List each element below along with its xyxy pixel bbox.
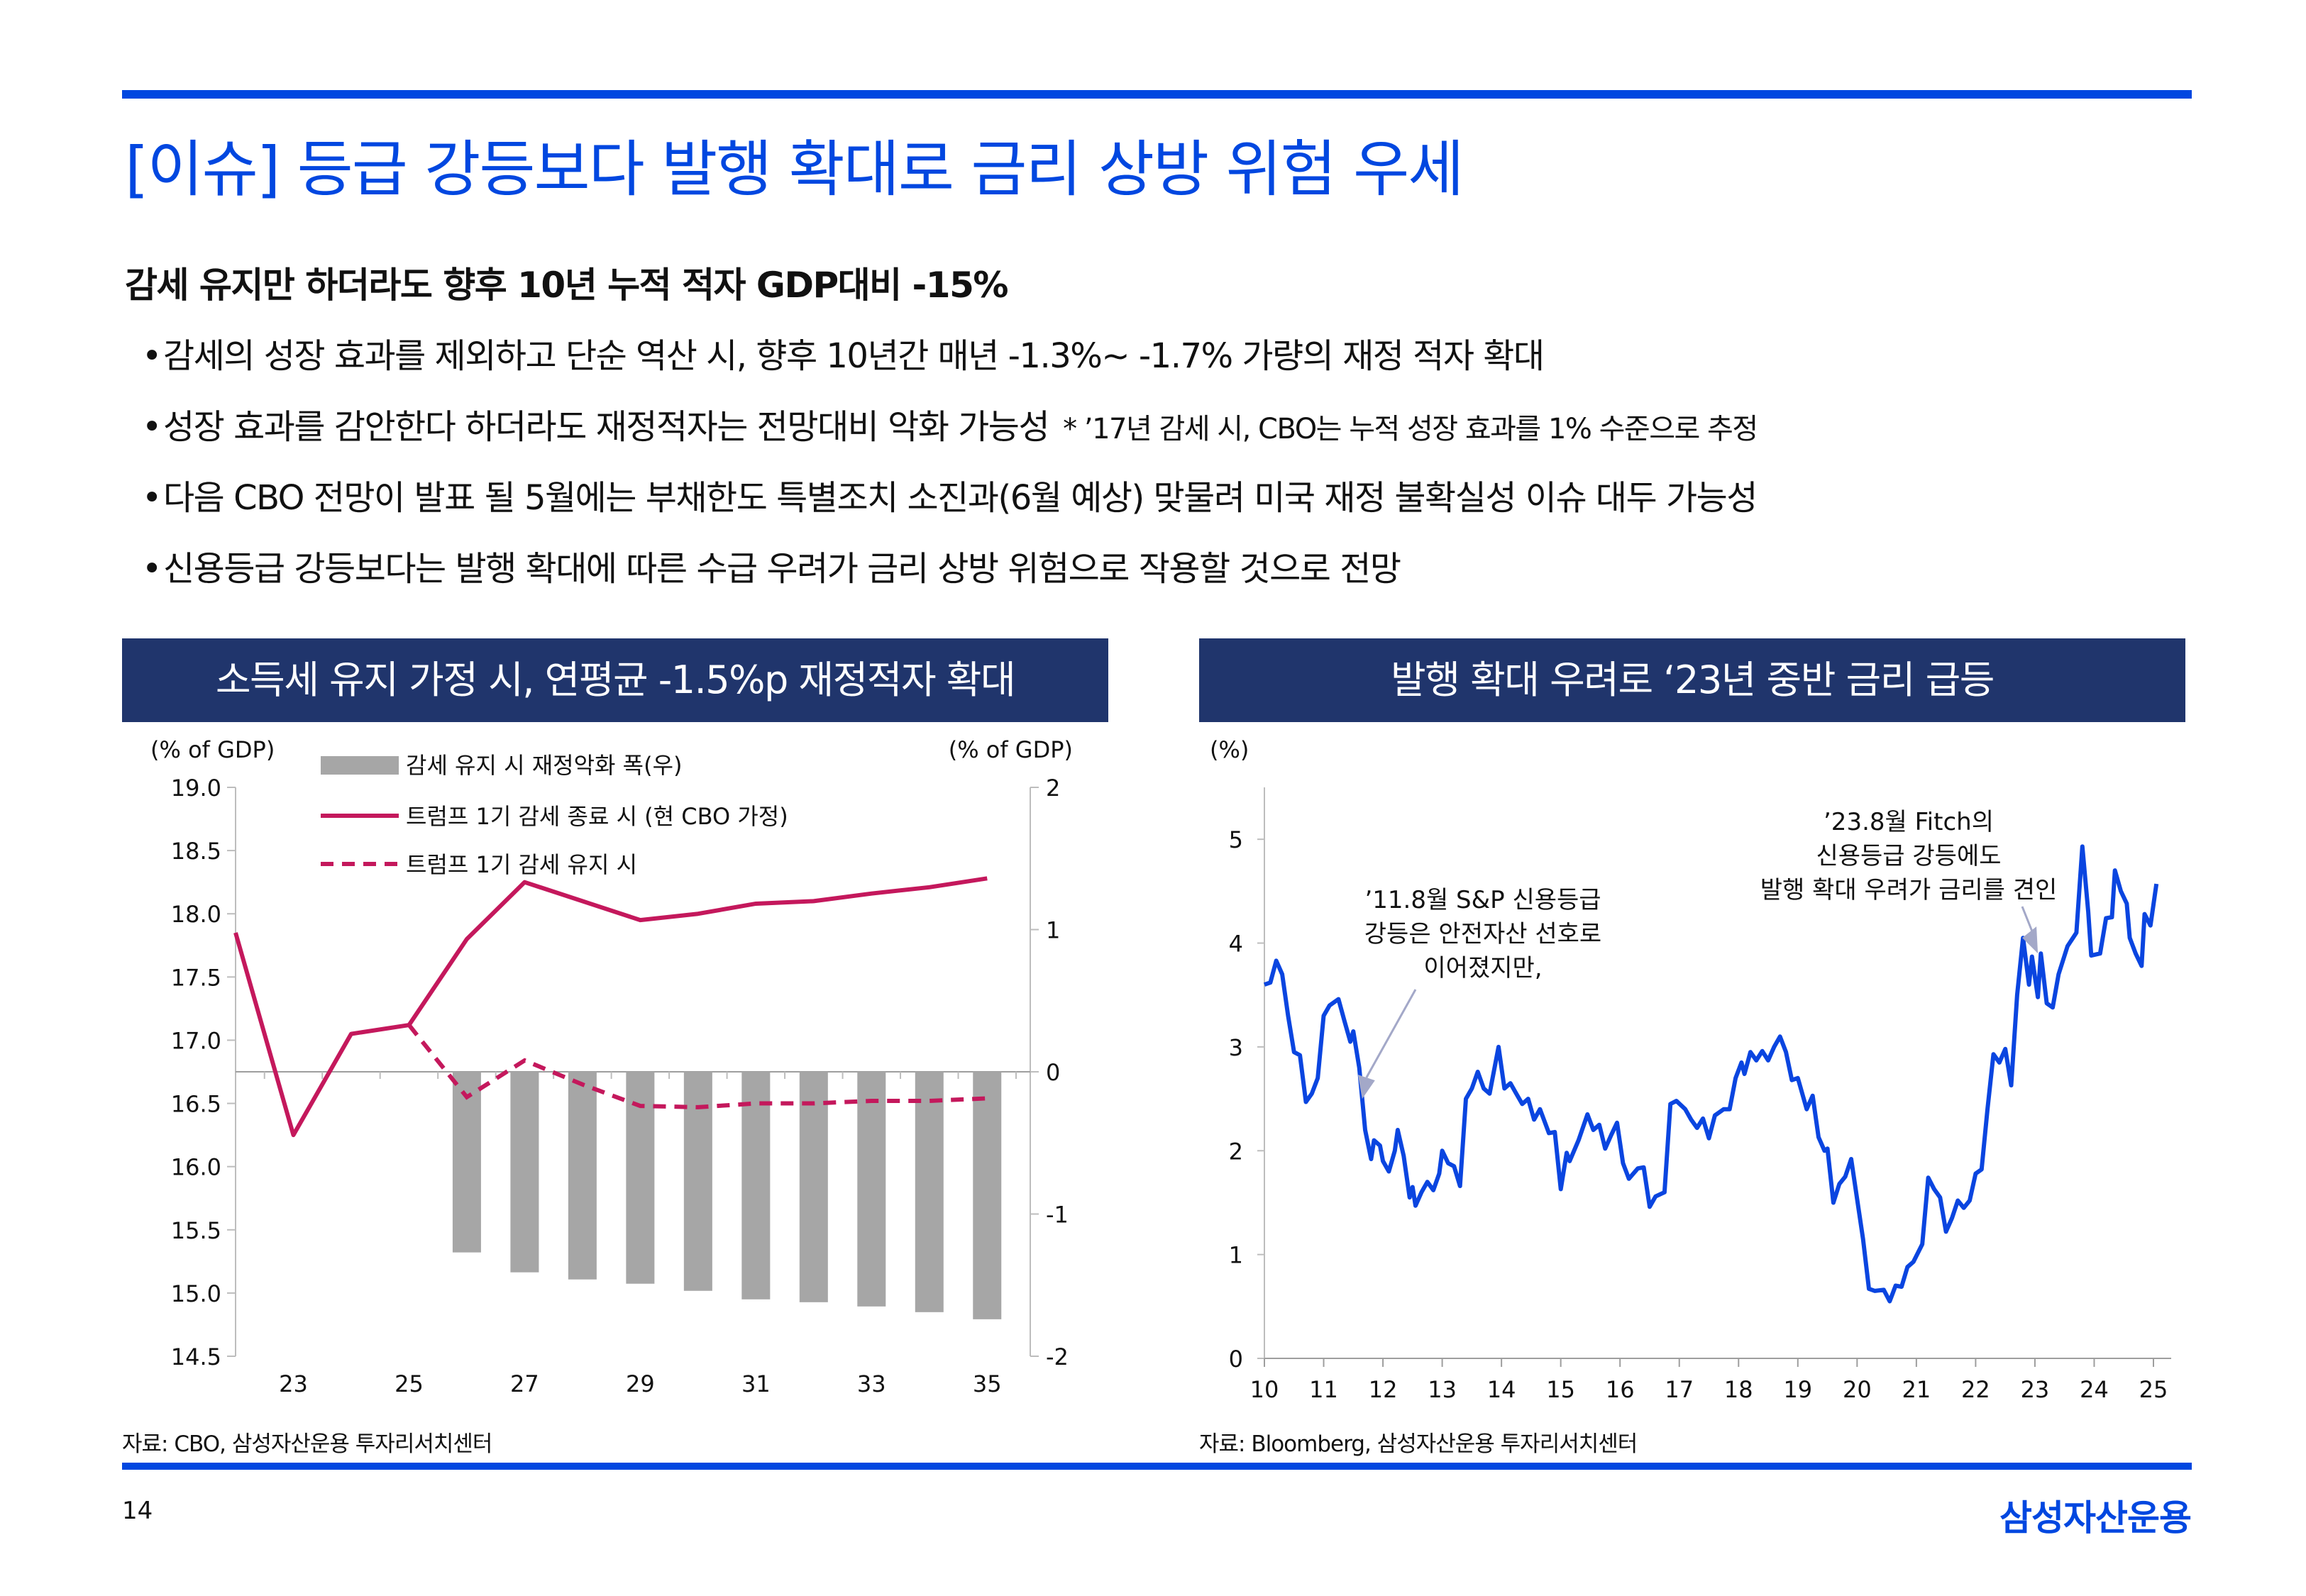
x-tick-label: 22 xyxy=(1961,1376,1990,1403)
annotation-fitch-downgrade-text: 신용등급 강등에도 xyxy=(1816,842,2001,870)
annotation-fitch-downgrade-text: ’23.8월 Fitch의 xyxy=(1824,808,1994,836)
left-y-tick-label: 16.5 xyxy=(171,1091,221,1118)
bullet-dot: • xyxy=(142,478,162,518)
x-tick-label: 19 xyxy=(1783,1376,1812,1403)
left-y-tick-label: 15.5 xyxy=(171,1217,221,1244)
bullet-dot: • xyxy=(142,336,162,376)
deficit-bar xyxy=(741,1072,771,1299)
x-tick-label: 15 xyxy=(1546,1376,1575,1403)
right-y-tick-label: 2 xyxy=(1046,775,1060,802)
y-tick-label: 5 xyxy=(1229,826,1243,853)
x-tick-label: 12 xyxy=(1369,1376,1398,1403)
deficit-bar xyxy=(799,1072,828,1302)
bullet-text: 신용등급 강등보다는 발행 확대에 따른 수급 우려가 금리 상방 위험으로 작… xyxy=(163,549,1401,589)
annotation-sp-downgrade-text: ’11.8월 S&P 신용등급 xyxy=(1364,886,1601,914)
y-axis-unit: (%) xyxy=(1210,736,1249,763)
brand-logo: 삼성자산운용 xyxy=(1999,1497,2192,1539)
legend-dashed-label: 트럼프 1기 감세 유지 시 xyxy=(406,851,637,878)
deficit-bar xyxy=(857,1072,886,1307)
left-chart-title: 소득세 유지 가정 시, 연평균 -1.5%p 재정적자 확대 xyxy=(122,638,1108,722)
x-tick-label: 35 xyxy=(973,1370,1002,1397)
left-y-tick-label: 15.0 xyxy=(171,1280,221,1307)
annotation-sp-arrow-line xyxy=(1365,989,1417,1078)
left-y-tick-label: 17.0 xyxy=(171,1027,221,1054)
bullet-item: •다음 CBO 전망이 발표 될 5월에는 부채한도 특별조치 소진과(6월 예… xyxy=(142,470,1758,541)
right-chart-source: 자료: Bloomberg, 삼성자산운용 투자리서치센터 xyxy=(1199,1431,1638,1457)
bullet-list: •감세의 성장 효과를 제외하고 단순 역산 시, 향후 10년간 매년 -1.… xyxy=(142,328,1758,611)
annotation-fitch-downgrade-text: 발행 확대 우려가 금리를 견인 xyxy=(1760,876,2058,904)
x-tick-label: 17 xyxy=(1665,1376,1694,1403)
right-y-tick-label: -2 xyxy=(1046,1343,1069,1370)
legend-bar-swatch xyxy=(321,756,399,775)
y-tick-label: 2 xyxy=(1229,1138,1243,1165)
x-tick-label: 11 xyxy=(1309,1376,1338,1403)
bullet-item: •성장 효과를 감안한다 하더라도 재정적자는 전망대비 악화 가능성 * ’17… xyxy=(142,399,1758,470)
x-tick-label: 25 xyxy=(2139,1376,2168,1403)
bullet-dot: • xyxy=(142,407,162,447)
y-tick-label: 4 xyxy=(1229,931,1243,958)
deficit-bar xyxy=(452,1072,481,1253)
left-y-tick-label: 18.0 xyxy=(171,901,221,928)
right-chart-title: 발행 확대 우려로 ‘23년 중반 금리 급등 xyxy=(1199,638,2185,722)
x-tick-label: 13 xyxy=(1428,1376,1457,1403)
left-axis-unit: (% of GDP) xyxy=(150,736,275,763)
deficit-bar xyxy=(626,1072,655,1284)
right-y-tick-label: 0 xyxy=(1046,1059,1060,1086)
annotation-fitch-arrow-head-icon xyxy=(2022,926,2039,954)
line-tax-cut-expiry xyxy=(233,876,988,1138)
bullet-item: •감세의 성장 효과를 제외하고 단순 역산 시, 향후 10년간 매년 -1.… xyxy=(142,328,1758,399)
y-tick-label: 3 xyxy=(1229,1034,1243,1061)
x-tick-label: 21 xyxy=(1902,1376,1931,1403)
annotation-sp-downgrade-text: 이어졌지만, xyxy=(1423,954,1542,982)
y-tick-label: 0 xyxy=(1229,1346,1243,1373)
left-y-tick-label: 14.5 xyxy=(171,1343,221,1370)
deficit-bar xyxy=(510,1072,539,1273)
x-tick-label: 23 xyxy=(279,1370,308,1397)
bullet-item: •신용등급 강등보다는 발행 확대에 따른 수급 우려가 금리 상방 위험으로 … xyxy=(142,541,1758,611)
page-number: 14 xyxy=(122,1497,153,1525)
bullet-text: 다음 CBO 전망이 발표 될 5월에는 부채한도 특별조치 소진과(6월 예상… xyxy=(163,478,1758,518)
left-y-tick-label: 17.5 xyxy=(171,964,221,991)
x-tick-label: 20 xyxy=(1843,1376,1872,1403)
bottom-accent-bar xyxy=(122,1463,2192,1470)
fiscal-deficit-chart: (% of GDP) (% of GDP) 19.0 18.5 18.0 17.5 17.0… xyxy=(150,736,1073,1397)
bullet-footnote: * ’17년 감세 시, CBO는 누적 성장 효과를 1% 수준으로 추정 xyxy=(1063,413,1758,445)
left-y-tick-label: 18.5 xyxy=(171,838,221,865)
y-tick-label: 1 xyxy=(1229,1242,1243,1269)
x-tick-label: 31 xyxy=(741,1370,771,1397)
bullet-text: 성장 효과를 감안한다 하더라도 재정적자는 전망대비 악화 가능성 xyxy=(163,407,1050,447)
annotation-sp-downgrade-text: 강등은 안전자산 선호로 xyxy=(1364,920,1601,948)
right-y-tick-label: 1 xyxy=(1046,917,1060,944)
left-y-tick-label: 16.0 xyxy=(171,1154,221,1181)
x-tick-label: 10 xyxy=(1250,1376,1279,1403)
x-tick-label: 33 xyxy=(857,1370,886,1397)
deficit-bar xyxy=(915,1072,944,1312)
right-y-tick-label: -1 xyxy=(1046,1202,1069,1229)
deficit-bar xyxy=(973,1072,1002,1319)
top-accent-bar xyxy=(122,90,2192,99)
right-axis-unit: (% of GDP) xyxy=(949,736,1073,763)
deficit-bar xyxy=(568,1072,597,1280)
left-y-tick-label: 19.0 xyxy=(171,775,221,802)
left-chart-source: 자료: CBO, 삼성자산운용 투자리서치센터 xyxy=(122,1431,492,1457)
yield-line xyxy=(1264,844,2159,1304)
section-subheading: 감세 유지만 하더라도 향후 10년 누적 적자 GDP대비 -15% xyxy=(125,265,1008,306)
x-tick-label: 24 xyxy=(2080,1376,2109,1403)
bullet-text: 감세의 성장 효과를 제외하고 단순 역산 시, 향후 10년간 매년 -1.3… xyxy=(163,336,1545,376)
legend-solid-label: 트럼프 1기 감세 종료 시 (현 CBO 가정) xyxy=(406,803,788,830)
x-tick-label: 25 xyxy=(395,1370,424,1397)
bullet-dot: • xyxy=(142,549,162,589)
annotation-sp-arrow-head-icon xyxy=(1357,1075,1375,1099)
x-tick-label: 27 xyxy=(510,1370,539,1397)
x-tick-label: 23 xyxy=(2021,1376,2050,1403)
x-tick-label: 16 xyxy=(1606,1376,1635,1403)
x-tick-label: 18 xyxy=(1724,1376,1753,1403)
line-tax-cut-extended xyxy=(407,1024,988,1109)
x-tick-label: 29 xyxy=(626,1370,655,1397)
annotation-fitch-arrow-line xyxy=(2021,906,2035,936)
x-tick-label: 14 xyxy=(1487,1376,1516,1403)
legend-bar-label: 감세 유지 시 재정악화 폭(우) xyxy=(406,752,683,779)
page-title: [이슈] 등급 강등보다 발행 확대로 금리 상방 위험 우세 xyxy=(125,134,1464,205)
